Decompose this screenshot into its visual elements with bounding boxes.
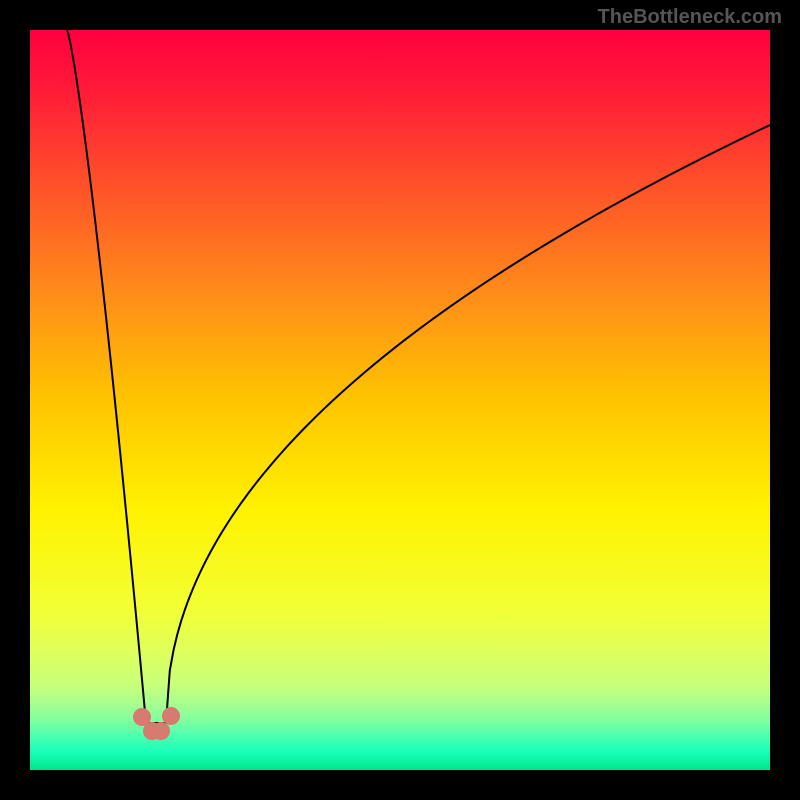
valley-marker <box>153 723 170 740</box>
valley-marker <box>163 708 180 725</box>
valley-markers-group <box>134 708 180 740</box>
chart-svg <box>30 30 770 770</box>
valley-marker <box>134 709 151 726</box>
watermark-text: TheBottleneck.com <box>598 6 782 29</box>
bottleneck-curve <box>67 30 770 723</box>
chart-plot-area <box>30 30 770 770</box>
